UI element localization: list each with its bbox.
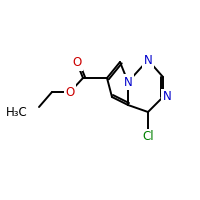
Text: N: N <box>163 90 171 104</box>
Text: O: O <box>72 56 82 70</box>
Text: O: O <box>65 86 75 98</box>
Text: N: N <box>144 53 152 66</box>
Text: H₃C: H₃C <box>6 106 28 119</box>
Text: N: N <box>124 75 132 88</box>
Text: Cl: Cl <box>142 130 154 144</box>
